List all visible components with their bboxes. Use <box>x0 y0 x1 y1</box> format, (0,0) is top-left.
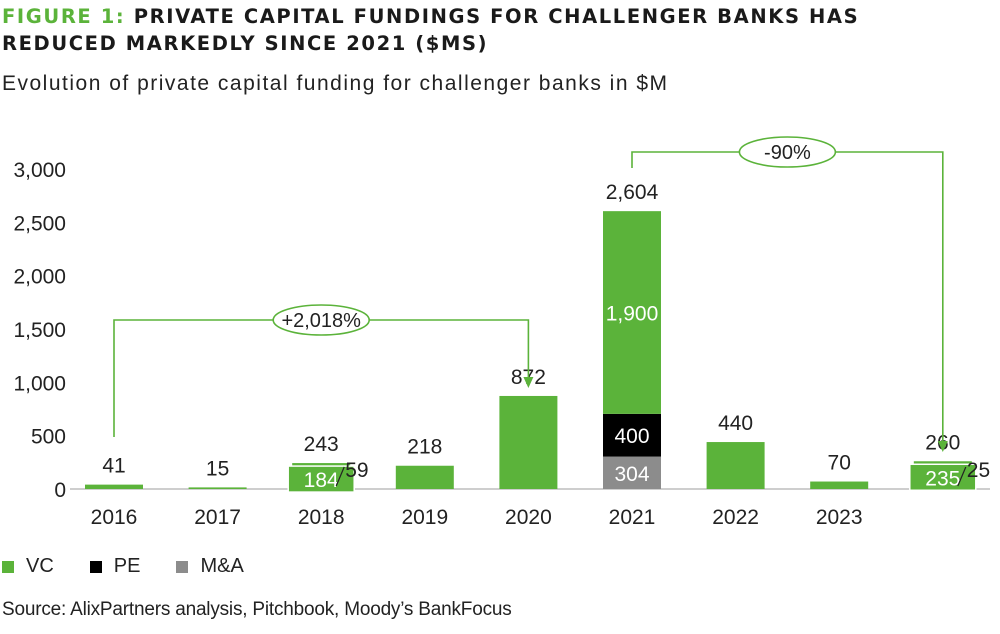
x-tick-label-2022: 2022 <box>712 506 759 529</box>
legend-swatch-pe <box>89 560 102 573</box>
annotation-2-arrowhead <box>937 441 948 452</box>
segment-label-pe-2021: 400 <box>614 425 649 448</box>
bar-vc-2023 <box>810 481 869 489</box>
bar-vc-2017 <box>188 487 247 489</box>
x-tick-label-2019: 2019 <box>401 506 448 529</box>
total-label-2023: 70 <box>828 452 851 475</box>
bar-chart: 0 500 1,000 1,500 2,000 2,500 3,000 2016 2017 201… <box>13 136 990 529</box>
total-label-2021: 2,604 <box>606 181 659 204</box>
total-label-2019: 218 <box>407 436 442 459</box>
y-tick-label: 2,000 <box>13 266 66 289</box>
legend-item-ma: M&A <box>176 555 244 578</box>
segment-label-pe-latest: 25 <box>967 459 990 482</box>
legend-label-pe: PE <box>113 555 141 577</box>
source-note: Source: AlixPartners analysis, Pitchbook… <box>2 599 512 620</box>
y-tick-label: 2,500 <box>13 212 66 235</box>
bar-vc-2021 <box>603 211 661 414</box>
legend-item-vc: VC <box>2 555 54 578</box>
annotation-2-label: -90% <box>764 142 811 164</box>
total-label-2016: 41 <box>102 455 125 478</box>
bar-ma-2021 <box>603 456 661 489</box>
bar-vc-2020 <box>499 395 558 489</box>
segment-label-vc-2018: 184 <box>304 469 339 492</box>
x-tick-label-2020: 2020 <box>505 506 552 529</box>
bar-vc-2019 <box>395 465 454 489</box>
total-label-2017: 15 <box>206 457 229 480</box>
figure-title-line-2: REDUCED MARKEDLY SINCE 2021 ($MS) <box>2 32 489 55</box>
legend-swatch-vc <box>2 560 14 573</box>
bar-vc-2016 <box>85 484 143 489</box>
segment-label-vc-2021: 1,900 <box>606 303 659 326</box>
y-tick-label: 1,000 <box>13 372 66 395</box>
chart-subtitle: Evolution of private capital funding for… <box>2 72 669 95</box>
segment-label-vc-latest: 235 <box>925 467 960 490</box>
x-tick-label-2016: 2016 <box>91 506 138 529</box>
y-tick-label: 3,000 <box>13 159 66 182</box>
chart-legend: VC PE M&A <box>2 555 280 578</box>
figure-number: FIGURE 1: <box>2 5 126 28</box>
x-tick-label-2023: 2023 <box>816 506 863 529</box>
legend-swatch-ma <box>176 560 189 573</box>
x-tick-label-2021: 2021 <box>609 506 656 529</box>
annotation-2-bracket <box>631 151 944 442</box>
segment-label-ma-2021: 304 <box>614 463 649 486</box>
annotation-1-label: +2,018% <box>281 310 361 332</box>
bar-pe-2021 <box>603 413 661 457</box>
legend-item-pe: PE <box>89 555 141 578</box>
segment-leader-2018 <box>335 466 345 487</box>
x-tick-label-2018: 2018 <box>298 506 345 529</box>
total-label-2018: 243 <box>304 433 339 456</box>
y-tick-label: 0 <box>54 479 66 502</box>
x-tick-label-2017: 2017 <box>194 506 241 529</box>
y-tick-label: 500 <box>31 426 66 449</box>
figure-title: FIGURE 1: PRIVATE CAPITAL FUNDINGS FOR C… <box>2 3 859 57</box>
segment-label-pe-2018: 59 <box>345 459 368 482</box>
segment-leader-latest <box>957 466 967 487</box>
legend-label-vc: VC <box>26 555 54 577</box>
annotation-2-pill <box>738 136 837 168</box>
bar-vc-2022 <box>706 442 765 489</box>
figure-title-line-1: PRIVATE CAPITAL FUNDINGS FOR CHALLENGER … <box>133 5 860 28</box>
annotation-1-pill <box>272 304 371 336</box>
y-tick-label: 1,500 <box>13 319 66 342</box>
legend-label-ma: M&A <box>200 555 244 577</box>
annotation-1-arrowhead <box>523 377 534 388</box>
total-label-2022: 440 <box>718 412 753 435</box>
annotation-1-bracket <box>113 319 530 437</box>
